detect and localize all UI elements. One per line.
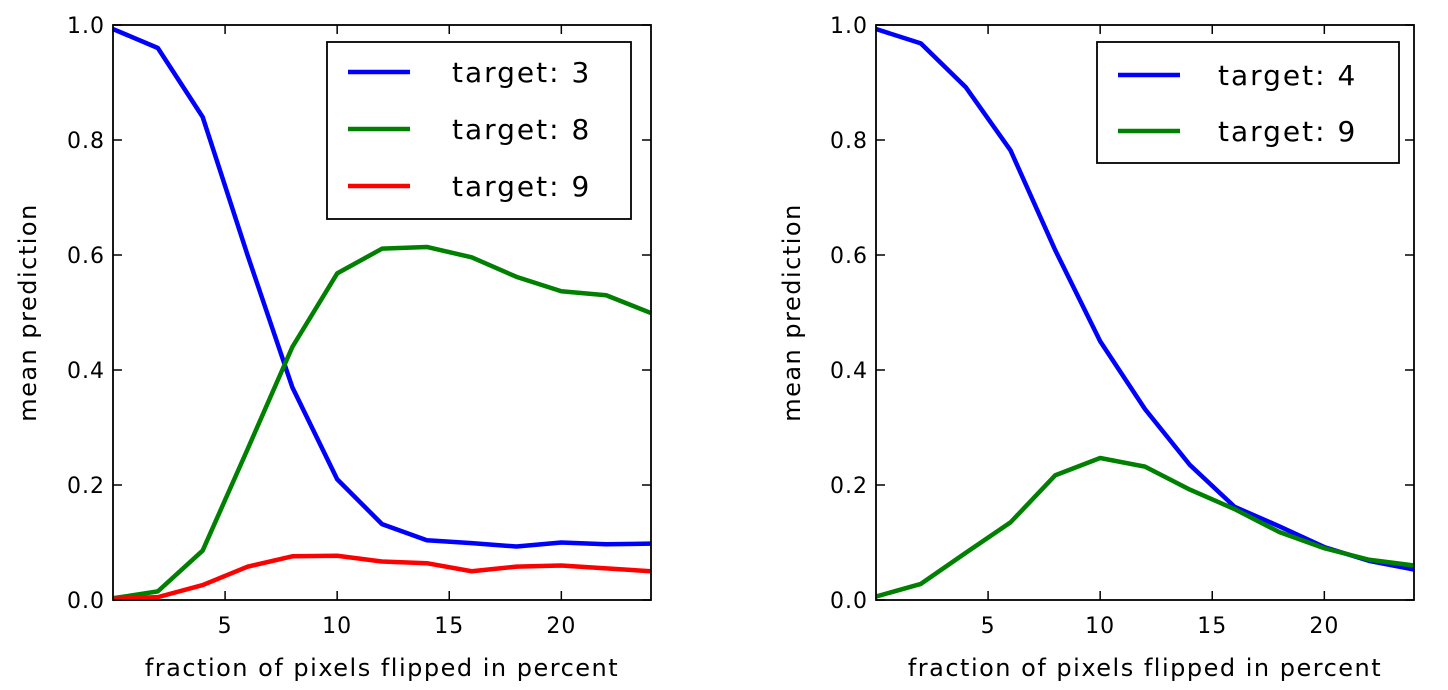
- y-tick-label: 0.8: [67, 129, 105, 154]
- plot-frame: [875, 24, 1415, 601]
- legend: target: 4 target: 9: [1096, 41, 1400, 164]
- x-axis-label: fraction of pixels flipped in percent: [145, 654, 619, 682]
- series-line-2: [112, 244, 652, 601]
- legend-label-3: target: 9: [452, 170, 591, 203]
- chart-panel-1: 5 10 15 20 0.0 0.2 0.4 0.6 0.8 1.0 fraction of pix…: [14, 14, 652, 682]
- y-tick-label: 0.2: [830, 474, 868, 499]
- chart-panel-2: 5 10 15 20 0.0 0.2 0.4 0.6 0.8 1.0 fraction of pix…: [778, 14, 1415, 682]
- legend-label-2: target: 9: [1218, 115, 1357, 148]
- series-line-1: [112, 26, 652, 549]
- y-tick-label: 0.0: [830, 589, 868, 614]
- x-tick-label: 10: [322, 614, 352, 639]
- x-tick-label: 20: [1309, 614, 1339, 639]
- y-tick-label: 0.6: [67, 244, 105, 269]
- y-tick-label: 0.2: [67, 474, 105, 499]
- y-tick-label: 0.8: [830, 129, 868, 154]
- legend-label-1: target: 3: [452, 56, 591, 89]
- y-tick-label: 1.0: [67, 14, 105, 39]
- y-tick-label: 0.0: [67, 589, 105, 614]
- x-tick-label: 5: [981, 614, 996, 639]
- legend-label-2: target: 8: [452, 113, 591, 146]
- plot-frame: [112, 24, 652, 601]
- legend-box: [1096, 41, 1400, 164]
- x-axis-label: fraction of pixels flipped in percent: [908, 654, 1382, 682]
- y-axis-label: mean prediction: [14, 203, 42, 422]
- series-line-3: [112, 553, 652, 602]
- y-tick-label: 1.0: [830, 14, 868, 39]
- x-tick-label: 15: [434, 614, 464, 639]
- y-tick-label: 0.6: [830, 244, 868, 269]
- y-tick-label: 0.4: [67, 359, 105, 384]
- x-tick-label: 10: [1085, 614, 1115, 639]
- y-axis-label: mean prediction: [778, 203, 806, 422]
- legend: target: 3 target: 8 target: 9: [326, 41, 632, 220]
- series-line-2: [875, 455, 1415, 599]
- x-tick-label: 5: [218, 614, 233, 639]
- y-tick-label: 0.4: [830, 359, 868, 384]
- legend-label-1: target: 4: [1218, 59, 1357, 92]
- x-tick-label: 20: [546, 614, 576, 639]
- x-tick-label: 15: [1197, 614, 1227, 639]
